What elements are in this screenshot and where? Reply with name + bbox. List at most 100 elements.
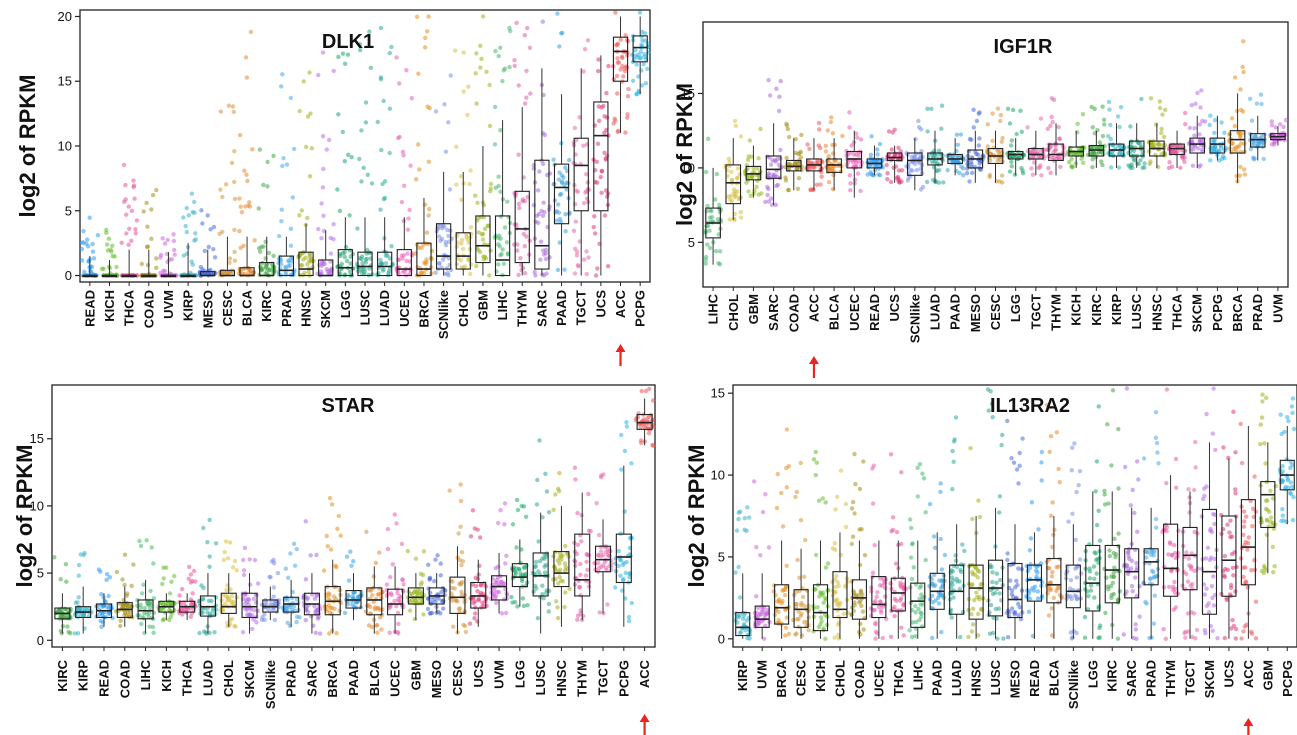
x-tick-label: HNSC [299,289,314,326]
data-point [813,552,819,558]
data-point [551,157,556,162]
data-point [60,624,66,629]
box [632,35,648,63]
data-point [1261,156,1266,162]
x-tick-label: UCEC [388,659,403,696]
data-point [1005,635,1011,640]
data-point [774,183,779,189]
data-point [364,256,369,261]
data-point [974,566,979,571]
data-point [1241,69,1246,75]
data-point [191,568,197,574]
data-point [1200,147,1205,152]
data-point [623,130,628,135]
data-point [920,602,925,607]
data-point [188,572,194,577]
data-point [755,166,760,171]
data-point [257,147,263,152]
data-point [627,575,632,580]
data-point [754,184,759,189]
data-point [563,590,568,595]
data-point [460,559,466,564]
data-point [114,569,120,575]
data-point [747,138,753,143]
y-tick-label: 20 [58,9,72,24]
data-point [537,169,542,174]
data-point [557,488,562,494]
data-point [432,578,437,584]
data-point [446,120,451,125]
data-point [1269,119,1274,124]
data-point [642,52,647,57]
data-point [468,271,473,277]
data-point [401,253,406,258]
data-point [562,267,567,272]
category-thym [572,465,593,623]
category-coad [783,121,804,193]
data-point [223,539,229,544]
data-point [167,607,172,613]
data-point [73,600,79,605]
data-point [514,20,519,26]
data-point [1192,126,1197,131]
data-point [703,261,708,266]
data-point [514,497,520,503]
data-point [1203,119,1208,124]
data-point [440,257,446,262]
data-point [286,575,291,580]
category-read [79,215,101,278]
data-point [1054,565,1059,570]
data-point [1025,125,1030,130]
data-point [309,256,314,261]
data-point [289,595,295,601]
data-point [58,577,63,582]
data-point [248,607,254,612]
data-point [541,248,546,253]
data-point [972,598,977,603]
data-point [498,45,503,50]
data-point [510,522,516,527]
data-point [920,471,925,476]
data-point [823,636,828,641]
data-point [540,592,545,597]
data-point [909,525,914,531]
data-point [401,183,407,188]
data-point [622,448,628,454]
data-point [1107,107,1112,112]
data-point [909,634,915,640]
data-point [333,596,339,602]
data-point [990,579,995,585]
x-tick-label: THCA [1170,293,1185,330]
data-point [243,55,249,60]
data-point [618,573,623,578]
data-point [741,613,747,618]
data-point [793,137,798,142]
data-point [1253,133,1258,139]
data-point [409,592,415,597]
data-point [1159,130,1164,136]
data-point [1069,156,1074,162]
data-point [555,558,560,563]
data-point [848,188,853,193]
data-point [230,104,236,109]
data-point [492,142,498,147]
data-point [646,431,652,436]
data-point [474,101,479,106]
category-thym [1045,96,1067,176]
box [793,589,809,628]
data-point [969,612,974,617]
data-point [380,181,385,187]
data-point [1207,122,1212,128]
data-point [845,610,850,615]
data-point [521,603,527,609]
data-point [858,621,863,626]
data-point [1190,163,1196,168]
data-point [279,219,284,224]
data-point [1027,548,1033,553]
data-point [294,546,299,552]
data-point [160,581,165,587]
data-point [543,554,549,559]
data-point [480,600,485,605]
data-point [228,587,233,592]
data-point [107,575,113,580]
